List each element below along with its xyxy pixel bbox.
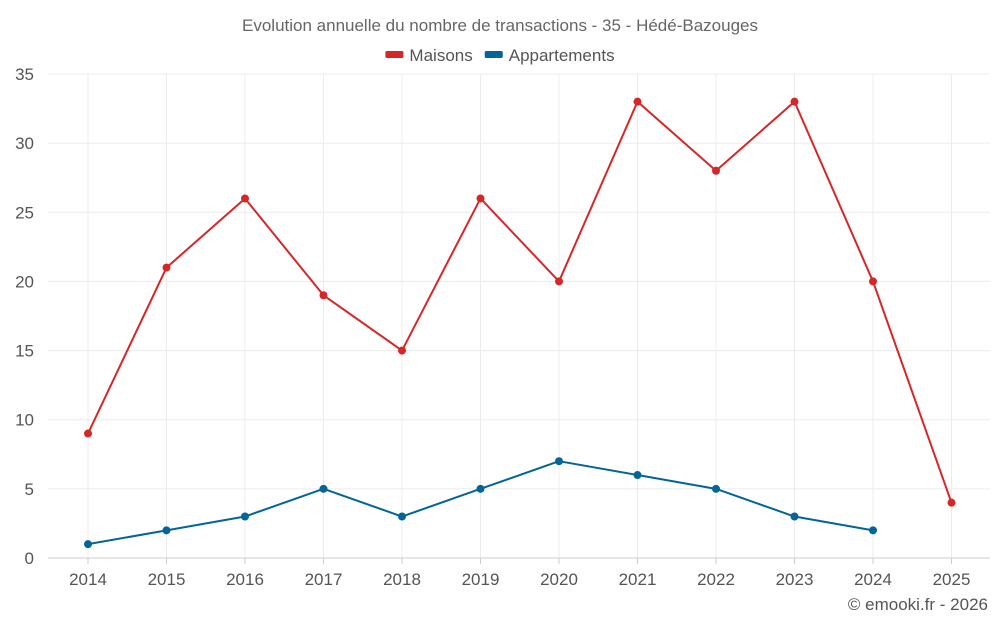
data-point-appartements-2016[interactable] bbox=[241, 512, 249, 521]
series-appartements bbox=[84, 457, 877, 549]
data-point-appartements-2020[interactable] bbox=[555, 457, 563, 466]
series-layer bbox=[84, 97, 956, 549]
y-tick-label: 5 bbox=[25, 480, 34, 499]
legend-item-maisons[interactable]: Maisons bbox=[385, 46, 473, 65]
data-point-appartements-2024[interactable] bbox=[869, 526, 877, 535]
data-point-appartements-2017[interactable] bbox=[319, 484, 328, 493]
x-tick-label: 2015 bbox=[148, 570, 186, 589]
data-point-maisons-2019[interactable] bbox=[476, 194, 485, 203]
x-tick-label: 2025 bbox=[933, 570, 971, 589]
data-point-appartements-2014[interactable] bbox=[84, 540, 92, 549]
data-point-appartements-2023[interactable] bbox=[790, 512, 799, 521]
data-point-maisons-2018[interactable] bbox=[398, 346, 406, 355]
series-line-maisons bbox=[87, 100, 953, 504]
data-point-appartements-2022[interactable] bbox=[712, 484, 720, 493]
grid bbox=[48, 73, 990, 558]
legend-label: Appartements bbox=[509, 46, 615, 65]
data-point-appartements-2015[interactable] bbox=[162, 526, 171, 535]
x-tick-label: 2019 bbox=[462, 570, 500, 589]
data-point-appartements-2019[interactable] bbox=[476, 484, 485, 493]
x-tick-label: 2020 bbox=[540, 570, 578, 589]
data-point-maisons-2023[interactable] bbox=[790, 97, 799, 106]
y-tick-label: 10 bbox=[15, 411, 34, 430]
chart-title: Evolution annuelle du nombre de transact… bbox=[242, 16, 758, 35]
series-maisons bbox=[84, 97, 956, 507]
x-tick-label: 2021 bbox=[619, 570, 657, 589]
legend-swatch bbox=[484, 51, 503, 58]
x-tick-label: 2022 bbox=[697, 570, 735, 589]
data-point-appartements-2018[interactable] bbox=[398, 512, 406, 521]
x-tick-label: 2016 bbox=[226, 570, 264, 589]
data-point-maisons-2015[interactable] bbox=[162, 263, 171, 272]
y-tick-label: 35 bbox=[15, 65, 34, 84]
x-tick-label: 2017 bbox=[305, 570, 343, 589]
y-tick-label: 15 bbox=[15, 342, 34, 361]
x-axis: 2014 2015 2016 2017 2018 2019 2020 2021 2022 2023… bbox=[48, 557, 990, 589]
y-tick-label: 0 bbox=[25, 549, 34, 568]
data-point-maisons-2014[interactable] bbox=[84, 429, 92, 438]
data-point-maisons-2022[interactable] bbox=[712, 166, 720, 175]
y-tick-label: 25 bbox=[15, 203, 34, 222]
data-point-maisons-2017[interactable] bbox=[319, 291, 328, 300]
data-point-maisons-2021[interactable] bbox=[633, 97, 642, 106]
legend-item-appartements[interactable]: Appartements bbox=[484, 46, 615, 65]
legend-label: Maisons bbox=[409, 46, 472, 65]
x-tick-label: 2014 bbox=[69, 570, 107, 589]
x-tick-label: 2024 bbox=[854, 570, 892, 589]
data-point-maisons-2016[interactable] bbox=[241, 194, 249, 203]
y-tick-label: 30 bbox=[15, 134, 34, 153]
data-point-appartements-2021[interactable] bbox=[633, 471, 642, 480]
legend: Maisons Appartements bbox=[385, 46, 615, 65]
data-point-maisons-2020[interactable] bbox=[555, 277, 563, 286]
y-tick-label: 20 bbox=[15, 272, 34, 291]
x-tick-label: 2018 bbox=[383, 570, 421, 589]
y-axis: 0 5 10 15 20 25 30 35 bbox=[15, 65, 34, 568]
x-tick-label: 2023 bbox=[776, 570, 814, 589]
credit-label: © emooki.fr - 2026 bbox=[848, 595, 988, 614]
data-point-maisons-2025[interactable] bbox=[947, 498, 956, 507]
data-point-maisons-2024[interactable] bbox=[869, 277, 877, 286]
legend-swatch bbox=[385, 51, 404, 58]
